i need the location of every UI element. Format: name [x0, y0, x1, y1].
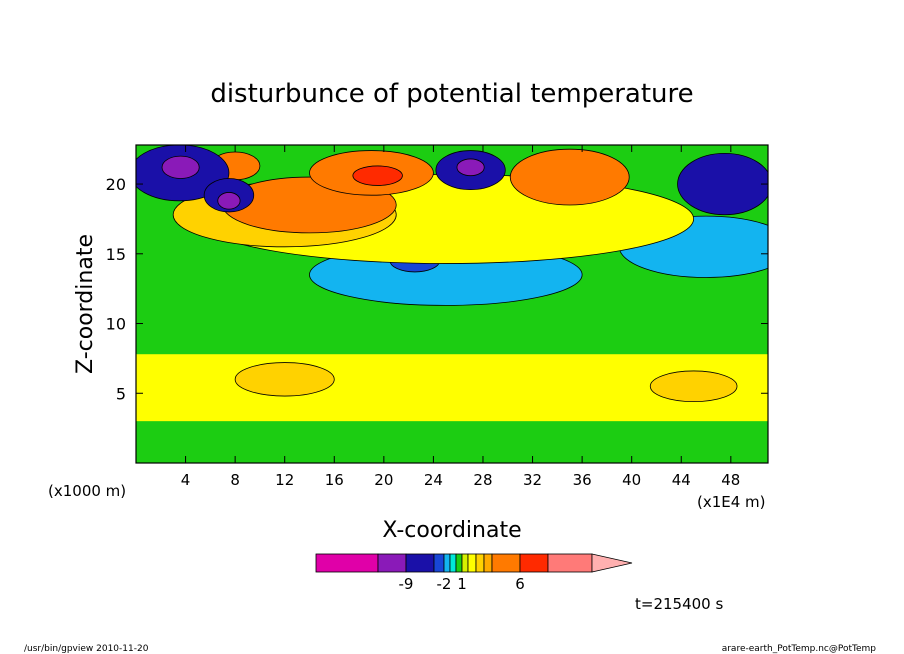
contour-regions — [136, 145, 768, 463]
x-tick-label: 40 — [622, 471, 641, 489]
x-tick-label: 4 — [181, 471, 191, 489]
x-ticks: 4 8 12 16 20 24 28 32 36 40 44 48 — [181, 145, 740, 489]
x-tick-label: 16 — [325, 471, 344, 489]
contour-region-15 — [161, 155, 200, 179]
y-tick-label: 20 — [106, 175, 126, 194]
x-tick-label: 32 — [523, 471, 542, 489]
colorbar-segment — [467, 553, 477, 573]
plot-frame — [135, 144, 769, 464]
colorbar-label: -2 — [437, 575, 452, 593]
y-tick-label: 10 — [106, 315, 126, 334]
x-tick-label: 24 — [424, 471, 443, 489]
contour-region-2 — [234, 362, 335, 397]
colorbar-label: 6 — [515, 575, 525, 593]
colorbar-label: -9 — [399, 575, 414, 593]
x-tick-label: 36 — [573, 471, 592, 489]
colorbar-segment — [475, 553, 485, 573]
x-tick-label: 8 — [230, 471, 240, 489]
colorbar-segment — [315, 553, 379, 573]
footer-right: arare-earth_PotTemp.nc@PotTemp — [722, 644, 877, 654]
colorbar-segment — [443, 553, 451, 573]
contour-region-12 — [509, 148, 630, 206]
chart-title: disturbunce of potential temperature — [210, 79, 693, 109]
x-tick-label: 20 — [374, 471, 393, 489]
contour-region-20 — [677, 152, 768, 216]
colorbar-segment — [433, 553, 445, 573]
colorbar: -9 -2 1 6 — [315, 553, 633, 593]
x-unit-right: (x1E4 m) — [697, 493, 766, 511]
colorbar-extension-arrow — [591, 553, 633, 573]
colorbar-label: 1 — [457, 575, 467, 593]
colorbar-segment — [449, 553, 457, 573]
contour-region-11 — [352, 165, 403, 186]
x-tick-label: 28 — [473, 471, 492, 489]
contour-region-3 — [649, 370, 738, 403]
colorbar-segment — [461, 553, 469, 573]
x-axis-label: X-coordinate — [382, 518, 521, 543]
y-ticks: 5 10 15 20 — [106, 175, 768, 403]
x-tick-label: 48 — [721, 471, 740, 489]
colorbar-segment — [491, 553, 521, 573]
colorbar-segment — [483, 553, 493, 573]
y-axis-label: Z-coordinate — [73, 234, 98, 374]
time-label: t=215400 s — [635, 595, 723, 613]
y-tick-label: 15 — [106, 245, 126, 264]
x-tick-label: 12 — [275, 471, 294, 489]
contour-region-17 — [217, 192, 241, 210]
colorbar-segment — [455, 553, 463, 573]
colorbar-segment — [547, 553, 593, 573]
footer-left: /usr/bin/gpview 2010-11-20 — [24, 644, 149, 654]
plot-area — [136, 145, 768, 463]
contour-region-19 — [456, 158, 485, 177]
x-unit-left: (x1000 m) — [48, 482, 126, 500]
colorbar-segment — [519, 553, 549, 573]
x-tick-label: 44 — [672, 471, 691, 489]
colorbar-segment — [377, 553, 407, 573]
y-tick-label: 5 — [116, 384, 126, 403]
colorbar-segment — [405, 553, 435, 573]
